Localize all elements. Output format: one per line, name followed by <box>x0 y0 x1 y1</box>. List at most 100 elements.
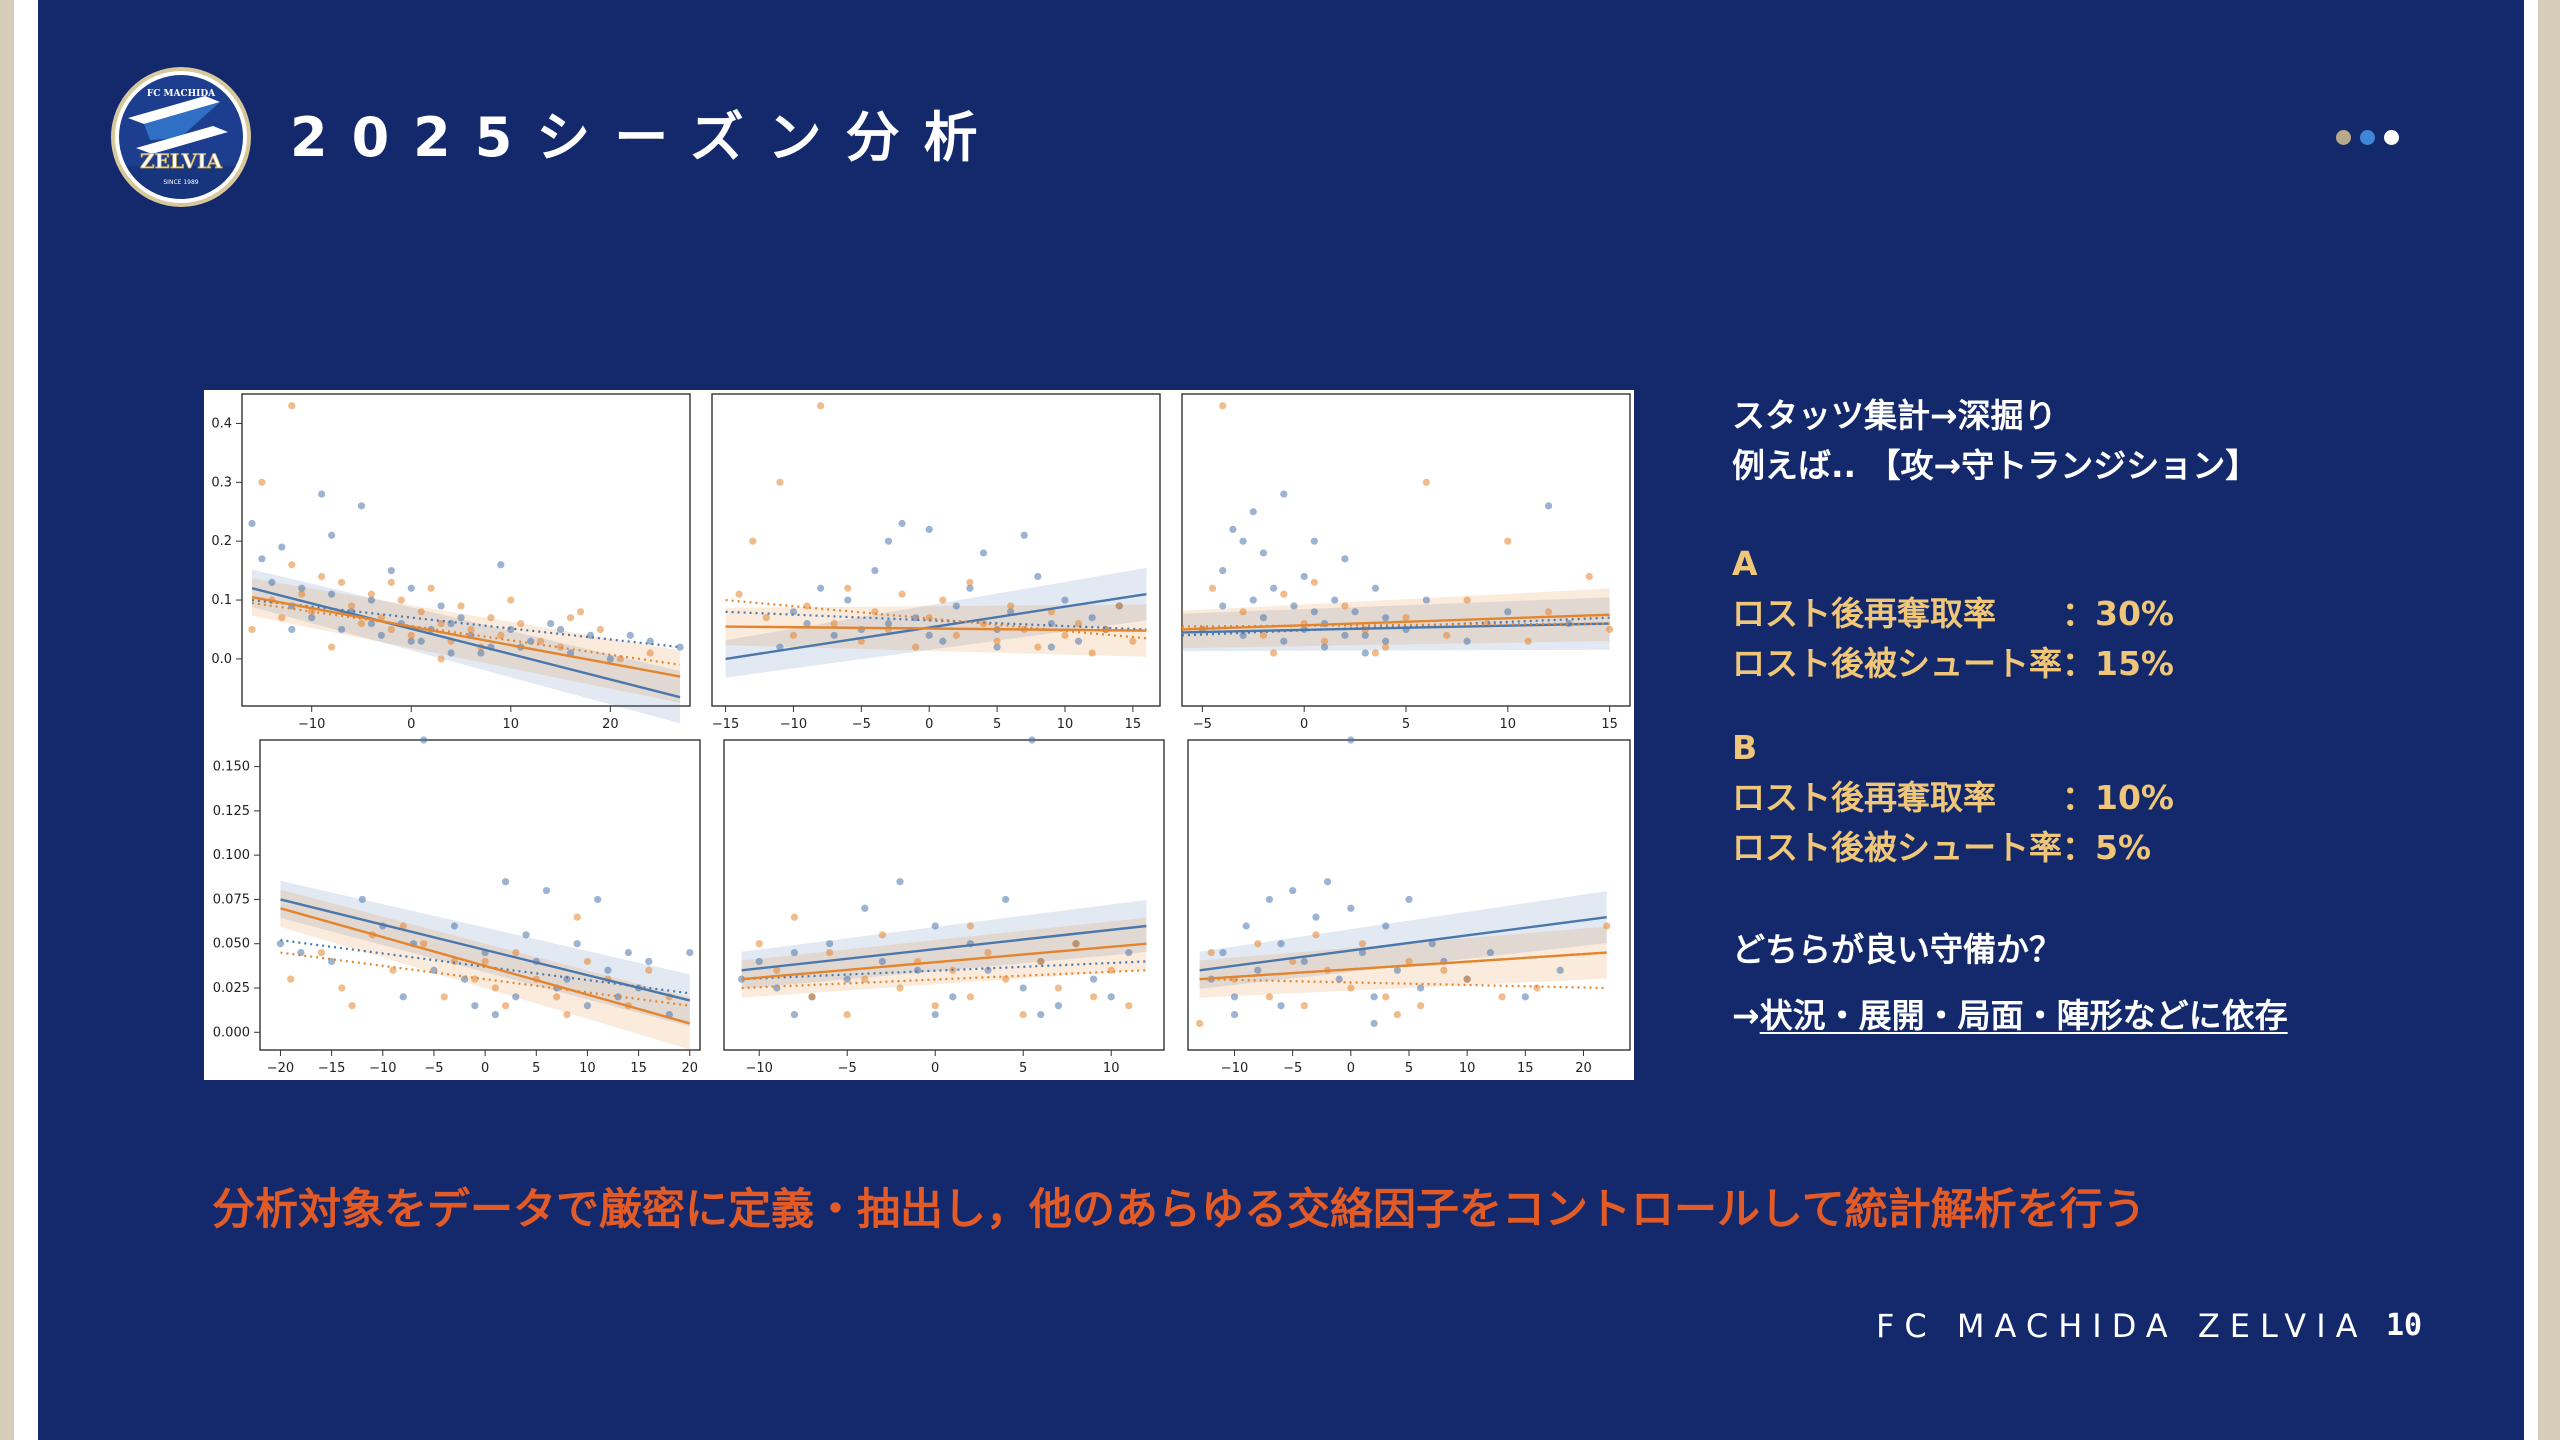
data-point <box>952 631 960 639</box>
x-tick-label: −10 <box>1221 1061 1248 1076</box>
data-point <box>576 608 585 616</box>
data-point <box>626 631 634 639</box>
data-point <box>501 1002 510 1010</box>
data-point <box>583 1002 592 1010</box>
data-point <box>1361 649 1369 657</box>
logo-since: SINCE 1989 <box>163 179 198 186</box>
data-point <box>1002 895 1010 904</box>
data-point <box>387 625 395 634</box>
x-tick-label: 10 <box>503 717 520 732</box>
data-point <box>808 993 816 1001</box>
data-point <box>487 614 495 622</box>
data-point <box>491 984 499 992</box>
y-tick-label: 0.100 <box>213 848 250 863</box>
data-point <box>517 619 525 628</box>
data-point <box>1280 637 1288 645</box>
x-tick-label: −5 <box>424 1061 443 1076</box>
data-point <box>1310 608 1318 616</box>
x-tick-label: −10 <box>369 1061 396 1076</box>
y-tick-label: 0.050 <box>213 937 250 952</box>
regression-line <box>1181 622 1610 634</box>
data-point <box>931 1002 939 1010</box>
dotted-trend-line <box>725 610 1147 631</box>
data-point <box>884 537 893 545</box>
data-point <box>377 631 385 639</box>
data-point <box>1498 993 1506 1001</box>
data-point <box>1370 1019 1378 1028</box>
data-point <box>844 584 852 592</box>
data-point <box>501 878 510 886</box>
data-point <box>1300 572 1308 581</box>
x-tick-label: −10 <box>780 717 807 732</box>
data-point <box>497 561 505 569</box>
data-point <box>417 637 425 645</box>
x-tick-label: 0 <box>925 717 933 732</box>
data-point <box>1239 631 1247 639</box>
data-point <box>931 922 939 930</box>
x-tick-label: 15 <box>1601 717 1618 732</box>
data-point <box>789 631 798 639</box>
data-point <box>686 948 694 957</box>
x-tick-label: 5 <box>1019 1061 1027 1076</box>
x-tick-label: −10 <box>298 717 325 732</box>
data-point <box>776 478 784 486</box>
data-point <box>367 590 376 598</box>
x-tick-label: 5 <box>532 1061 540 1076</box>
data-point <box>830 631 838 639</box>
data-point <box>1463 975 1471 983</box>
data-point <box>347 602 356 610</box>
data-point <box>861 975 869 983</box>
data-point <box>1239 537 1247 545</box>
x-tick-label: 0 <box>1347 1061 1355 1076</box>
data-point <box>1219 567 1227 575</box>
data-point <box>1265 993 1274 1001</box>
group-b-stat-2: ロスト後被シュート率：5% <box>1732 828 2151 868</box>
group-a-label: A <box>1732 544 1758 583</box>
data-point <box>389 966 397 974</box>
data-point <box>553 993 561 1001</box>
intro-line-2: 例えば.. 【攻→守トランジション】 <box>1732 446 2259 485</box>
data-point <box>1371 649 1380 657</box>
x-tick-label: −20 <box>267 1061 294 1076</box>
data-point <box>1280 590 1288 598</box>
data-point <box>1382 643 1390 651</box>
regression-line <box>725 592 1147 661</box>
data-point <box>547 619 555 628</box>
data-point <box>1054 984 1062 992</box>
plot-frame <box>723 739 1165 1051</box>
data-point <box>896 878 904 886</box>
data-point <box>1358 948 1367 957</box>
confidence-band <box>280 889 690 1050</box>
data-point <box>563 975 571 983</box>
x-tick-label: −5 <box>1193 717 1212 732</box>
x-tick-label: 10 <box>1103 1061 1120 1076</box>
data-point <box>407 631 415 639</box>
data-point <box>984 966 992 974</box>
x-tick-label: 10 <box>1057 717 1074 732</box>
x-tick-label: −15 <box>712 717 739 732</box>
data-point <box>939 596 947 604</box>
stat-value: 10% <box>2095 778 2174 817</box>
data-point <box>387 567 395 575</box>
data-point <box>871 567 879 575</box>
dotted-trend-line <box>1199 978 1607 990</box>
data-point <box>522 931 530 939</box>
data-point <box>288 561 296 569</box>
data-point <box>1107 993 1115 1001</box>
data-point <box>1259 549 1268 557</box>
data-point <box>1265 895 1274 904</box>
conclusion-text: 分析対象をデータで厳密に定義・抽出し，他のあらゆる交絡因子をコントロールして統計… <box>212 1185 2146 1235</box>
data-point <box>1486 948 1495 957</box>
data-point <box>898 590 906 598</box>
y-tick-label: 0.2 <box>211 534 232 549</box>
plot-frame <box>241 393 691 707</box>
data-point <box>1358 940 1367 948</box>
x-tick-label: 15 <box>1517 1061 1534 1076</box>
data-point <box>773 966 781 974</box>
plot-frame <box>1187 739 1631 1051</box>
data-point <box>817 584 825 592</box>
data-point <box>407 584 415 592</box>
answer-underlined: 状況・展開・局面・陣形などに依存 <box>1759 996 2288 1035</box>
x-tick-label: 10 <box>1459 1061 1476 1076</box>
data-point <box>1289 886 1297 895</box>
